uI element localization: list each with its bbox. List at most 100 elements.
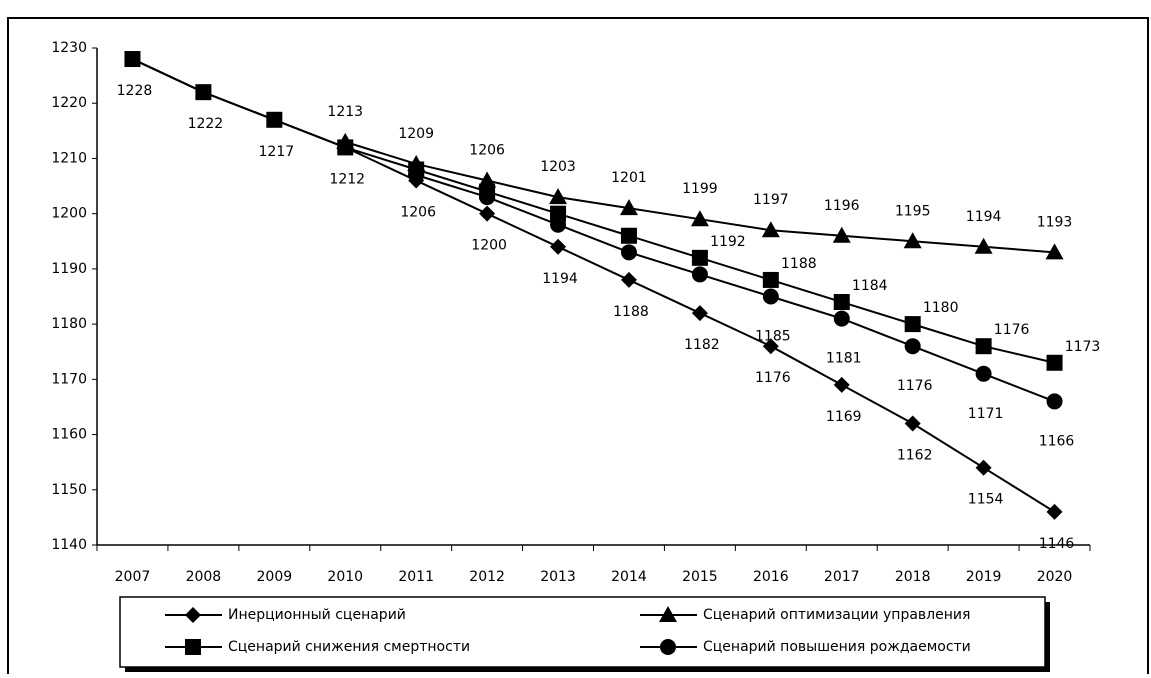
- data-label: 1154: [968, 492, 1004, 508]
- data-label: 1199: [682, 181, 718, 197]
- legend-marker: [659, 606, 677, 622]
- data-label: 1228: [117, 83, 153, 99]
- series-line: [132, 58, 1055, 364]
- x-tick-label: 2011: [398, 569, 434, 585]
- legend-marker: [185, 607, 201, 623]
- legend-marker: [185, 639, 201, 655]
- data-point: [479, 205, 496, 222]
- data-point: [1046, 503, 1063, 520]
- x-tick-label: 2016: [753, 569, 789, 585]
- data-point: [975, 459, 992, 476]
- y-tick-label: 1170: [51, 371, 87, 387]
- data-label: 1193: [1037, 214, 1073, 230]
- data-label: 1188: [781, 256, 817, 272]
- x-tick-label: 2008: [186, 569, 222, 585]
- y-tick-label: 1140: [51, 537, 87, 553]
- data-label: 1217: [259, 144, 295, 160]
- data-point: [904, 338, 921, 355]
- data-label: 1203: [540, 159, 576, 175]
- data-label: 1162: [897, 448, 933, 464]
- data-point: [690, 210, 709, 227]
- data-point: [266, 111, 283, 128]
- y-tick-label: 1190: [51, 261, 87, 277]
- x-tick-label: 2012: [469, 569, 505, 585]
- data-label: 1188: [613, 304, 649, 320]
- y-tick-label: 1220: [51, 95, 87, 111]
- data-point: [833, 376, 850, 393]
- legend-label: Сценарий снижения смертности: [228, 639, 470, 655]
- data-point: [832, 226, 851, 243]
- data-label: 1176: [755, 370, 791, 386]
- data-point: [903, 232, 922, 249]
- data-label: 1222: [188, 116, 224, 132]
- data-point: [691, 305, 708, 322]
- data-label: 1182: [684, 337, 720, 353]
- data-label: 1212: [329, 171, 365, 187]
- x-tick-label: 2014: [611, 569, 647, 585]
- x-tick-label: 2018: [895, 569, 931, 585]
- data-label: 1181: [826, 351, 862, 367]
- data-label: 1213: [327, 104, 363, 120]
- legend-label: Инерционный сценарий: [228, 607, 406, 623]
- data-point: [762, 288, 779, 305]
- data-point: [195, 84, 212, 101]
- data-label: 1184: [852, 278, 888, 294]
- data-point: [1046, 393, 1063, 410]
- data-point: [550, 238, 567, 255]
- y-tick-label: 1180: [51, 316, 87, 332]
- data-label: 1176: [994, 322, 1030, 338]
- data-label: 1196: [824, 198, 860, 214]
- x-tick-label: 2017: [824, 569, 860, 585]
- data-label: 1194: [542, 271, 578, 287]
- frame: [7, 17, 1149, 678]
- data-point: [549, 188, 568, 205]
- data-point: [975, 365, 992, 382]
- data-point: [337, 139, 354, 156]
- data-label: 1197: [753, 192, 789, 208]
- data-point: [550, 216, 567, 233]
- data-point: [975, 338, 992, 355]
- data-point: [691, 266, 708, 283]
- data-point: [408, 167, 425, 184]
- x-tick-label: 2007: [115, 569, 151, 585]
- data-label: 1195: [895, 203, 931, 219]
- data-point: [691, 249, 708, 266]
- data-point: [974, 237, 993, 254]
- x-tick-label: 2020: [1037, 569, 1073, 585]
- series-line: [415, 174, 1055, 403]
- data-point: [904, 415, 921, 432]
- data-point: [124, 51, 141, 68]
- data-point: [904, 316, 921, 333]
- y-tick-label: 1150: [51, 482, 87, 498]
- data-label: 1206: [469, 143, 505, 159]
- x-tick-label: 2013: [540, 569, 576, 585]
- data-label: 1206: [400, 205, 436, 221]
- legend-label: Сценарий повышения рождаемости: [703, 639, 971, 655]
- data-point: [1046, 354, 1063, 371]
- x-tick-label: 2009: [257, 569, 293, 585]
- data-label: 1192: [710, 234, 746, 250]
- x-tick-label: 2015: [682, 569, 718, 585]
- legend: [119, 596, 1046, 668]
- data-point: [1045, 243, 1064, 260]
- data-label: 1200: [471, 238, 507, 254]
- data-point: [478, 171, 497, 188]
- data-label: 1209: [398, 126, 434, 142]
- y-tick-label: 1230: [51, 40, 87, 56]
- data-label: 1194: [966, 209, 1002, 225]
- data-point: [550, 205, 567, 222]
- data-label: 1180: [923, 300, 959, 316]
- data-point: [479, 189, 496, 206]
- y-tick-label: 1160: [51, 427, 87, 443]
- data-point: [833, 294, 850, 311]
- data-point: [620, 244, 637, 261]
- y-tick-label: 1210: [51, 150, 87, 166]
- data-point: [762, 338, 779, 355]
- data-label: 1146: [1039, 536, 1075, 552]
- data-label: 1169: [826, 409, 862, 425]
- data-label: 1201: [611, 170, 647, 186]
- x-tick-label: 2010: [327, 569, 363, 585]
- legend-marker: [660, 639, 676, 655]
- data-label: 1173: [1065, 339, 1101, 355]
